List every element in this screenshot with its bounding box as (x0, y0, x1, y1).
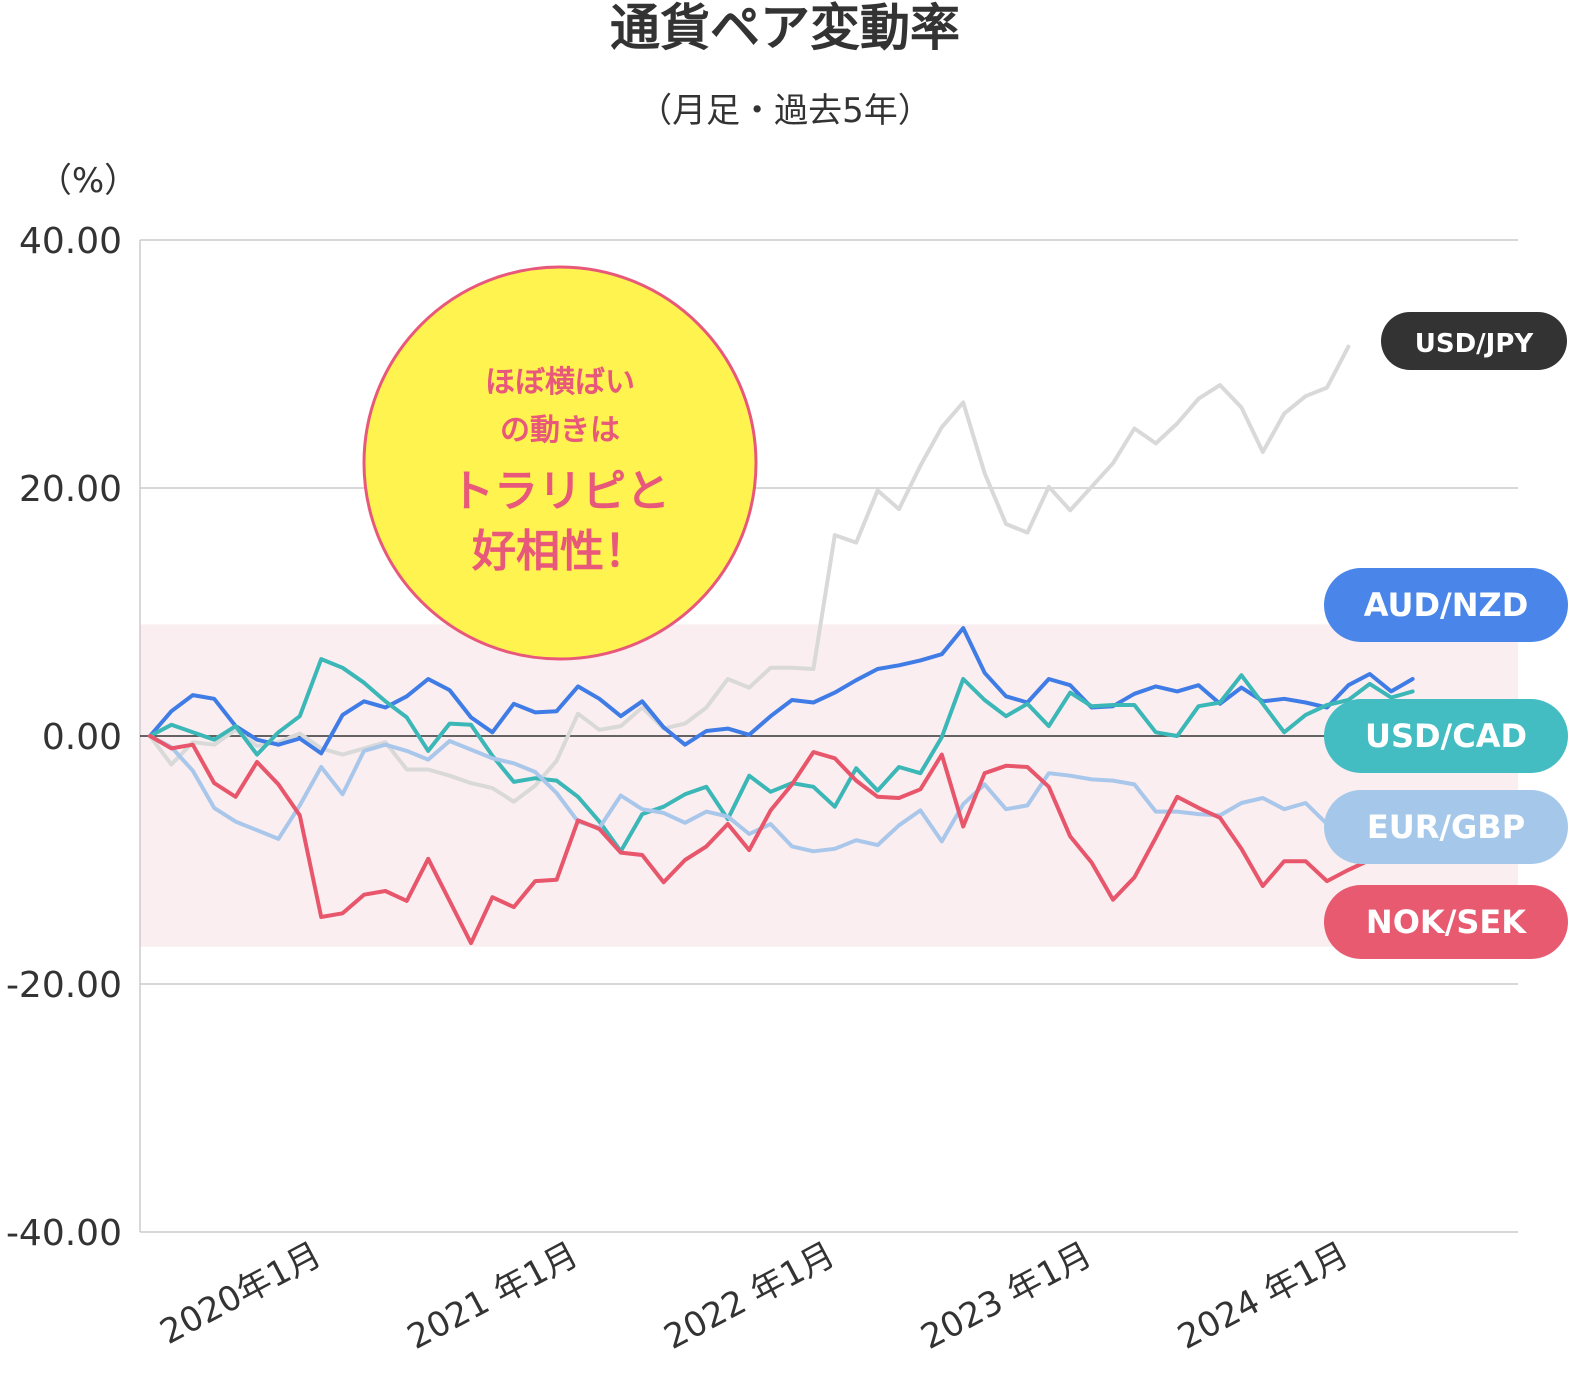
series-label-pill-usd-jpy (1381, 312, 1567, 370)
callout-circle (362, 265, 758, 661)
x-tick-label: 2024 年1月 (1171, 1235, 1355, 1358)
callout-line-4: 好相性！ (471, 526, 648, 577)
y-tick-label: -40.00 (6, 1213, 122, 1254)
series-label-pill-aud-nzd (1324, 568, 1568, 642)
y-axis-ticks: 40.00 20.00 0.00 -20.00 -40.00 (6, 221, 122, 1254)
chart-subtitle: （月足・過去5年） (638, 91, 932, 131)
series-line-usd-cad (148, 657, 1415, 854)
chart-title: 通貨ペア変動率 (610, 0, 960, 57)
y-axis-unit: （%） (38, 161, 138, 201)
x-tick-label: 2022 年1月 (658, 1235, 842, 1358)
series-label-pill-usd-cad (1324, 699, 1568, 773)
callout-line-2: の動きは (500, 413, 620, 448)
y-tick-label: 20.00 (19, 469, 122, 510)
series-label-nok-sek: NOK/SEK (1366, 903, 1527, 941)
x-tick-label: 2021 年1月 (401, 1235, 585, 1358)
series-line-usd-jpy (148, 344, 1351, 804)
y-tick-label: 40.00 (19, 221, 122, 262)
series-label-pill-eur-gbp (1324, 790, 1568, 864)
series-lines (148, 344, 1415, 946)
x-tick-label: 2020年1月 (154, 1235, 328, 1353)
y-tick-label: -20.00 (6, 965, 122, 1006)
grid-lines (139, 239, 1518, 1233)
callout-bubble: ほぼ横ばい の動きは トラリピと 好相性！ (362, 265, 758, 661)
series-label-eur-gbp: EUR/GBP (1367, 808, 1525, 846)
series-line-eur-gbp (148, 734, 1351, 854)
x-tick-label: 2023 年1月 (915, 1235, 1099, 1358)
series-label-usd-jpy: USD/JPY (1415, 329, 1535, 359)
series-line-nok-sek (148, 734, 1372, 946)
series-line-aud-nzd (148, 626, 1415, 756)
series-label-pill-nok-sek (1324, 885, 1568, 959)
y-tick-label: 0.00 (42, 717, 122, 758)
series-label-aud-nzd: AUD/NZD (1364, 586, 1529, 624)
x-axis-ticks: 2020年1月 2021 年1月 2022 年1月 2023 年1月 2024 年1月 (154, 1235, 1356, 1358)
series-label-usd-cad: USD/CAD (1365, 717, 1527, 755)
callout-line-1: ほぼ横ばい (485, 365, 635, 400)
series-labels: USD/JPY AUD/NZD USD/CAD EUR/GBP NOK/SEK (1324, 312, 1568, 959)
callout-line-3: トラリピと (450, 466, 670, 517)
